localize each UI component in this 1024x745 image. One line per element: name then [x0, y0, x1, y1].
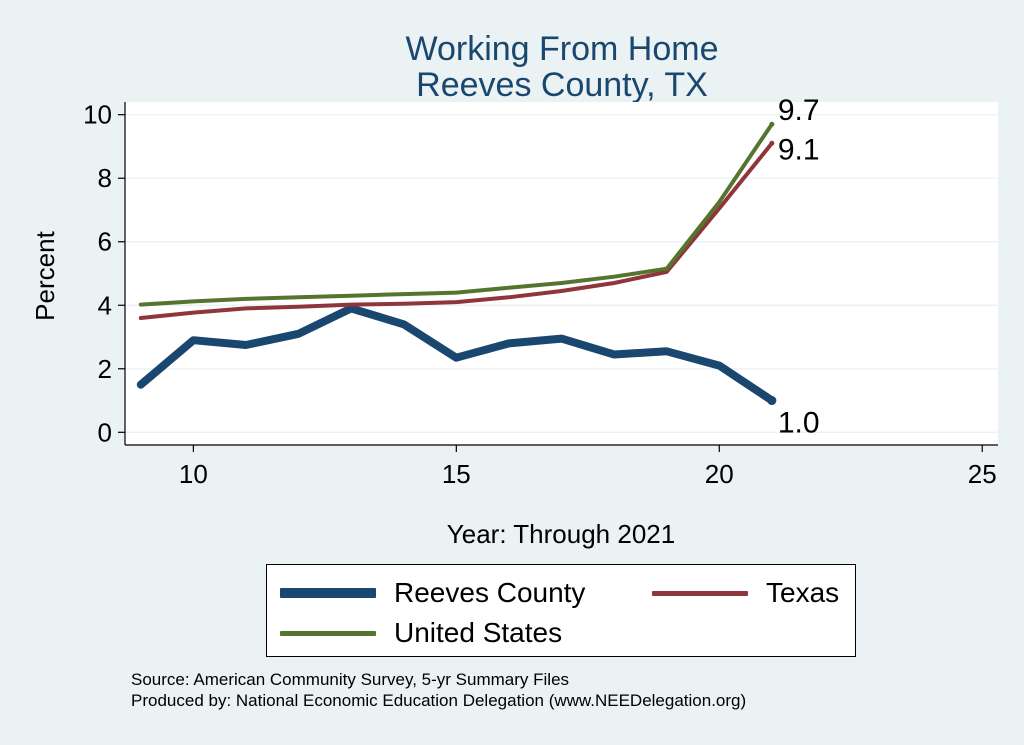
legend: Reeves County Texas United States [266, 564, 856, 657]
end-label-reeves-county: 1.0 [778, 407, 820, 440]
x-tick-label: 15 [442, 459, 471, 489]
legend-label-united-states: United States [394, 617, 563, 648]
plot-area [125, 102, 998, 445]
y-tick-label: 8 [98, 163, 112, 193]
x-tick-label: 25 [968, 459, 997, 489]
y-tick-label: 10 [83, 100, 112, 130]
y-tick-label: 4 [98, 290, 112, 320]
legend-item-united-states: United States [280, 615, 562, 651]
end-point-reeves-county [767, 396, 777, 406]
chart-title-line-1: Working From Home [405, 30, 719, 68]
y-axis-title: Percent [30, 230, 60, 320]
legend-item-reeves-county: Reeves County [280, 575, 585, 611]
grid-lines [125, 114, 998, 433]
legend-label-texas: Texas [766, 577, 840, 608]
legend-item-texas: Texas [652, 575, 839, 611]
end-point-united-states [769, 121, 775, 127]
end-labels: 1.0 9.1 9.7 [778, 94, 820, 439]
legend-swatch-reeves-county [280, 588, 376, 598]
y-tick-label: 2 [98, 354, 112, 384]
legend-label-reeves-county: Reeves County [394, 577, 586, 608]
series-line-united-states [138, 122, 774, 307]
axes: 0 2 4 6 8 10 10 15 20 25 [83, 100, 998, 489]
legend-swatch-united-states [280, 630, 376, 636]
y-tick-label: 6 [98, 227, 112, 257]
end-point-texas [769, 140, 775, 146]
end-label-texas: 9.1 [778, 133, 820, 166]
x-axis-title: Year: Through 2021 [447, 519, 675, 549]
chart-title-line-2: Reeves County, TX [416, 66, 708, 104]
x-tick-label: 10 [179, 459, 208, 489]
chart-notes: Source: American Community Survey, 5-yr … [131, 669, 746, 711]
end-label-united-states: 9.7 [778, 94, 820, 127]
produced-by-note: Produced by: National Economic Education… [131, 691, 747, 710]
y-tick-label: 0 [98, 417, 112, 447]
series-line-texas [138, 141, 774, 320]
x-tick-label: 20 [705, 459, 734, 489]
series-lines [136, 121, 777, 406]
legend-swatch-texas [652, 590, 748, 596]
source-note: Source: American Community Survey, 5-yr … [131, 670, 570, 689]
series-line-reeves-county [136, 304, 776, 405]
